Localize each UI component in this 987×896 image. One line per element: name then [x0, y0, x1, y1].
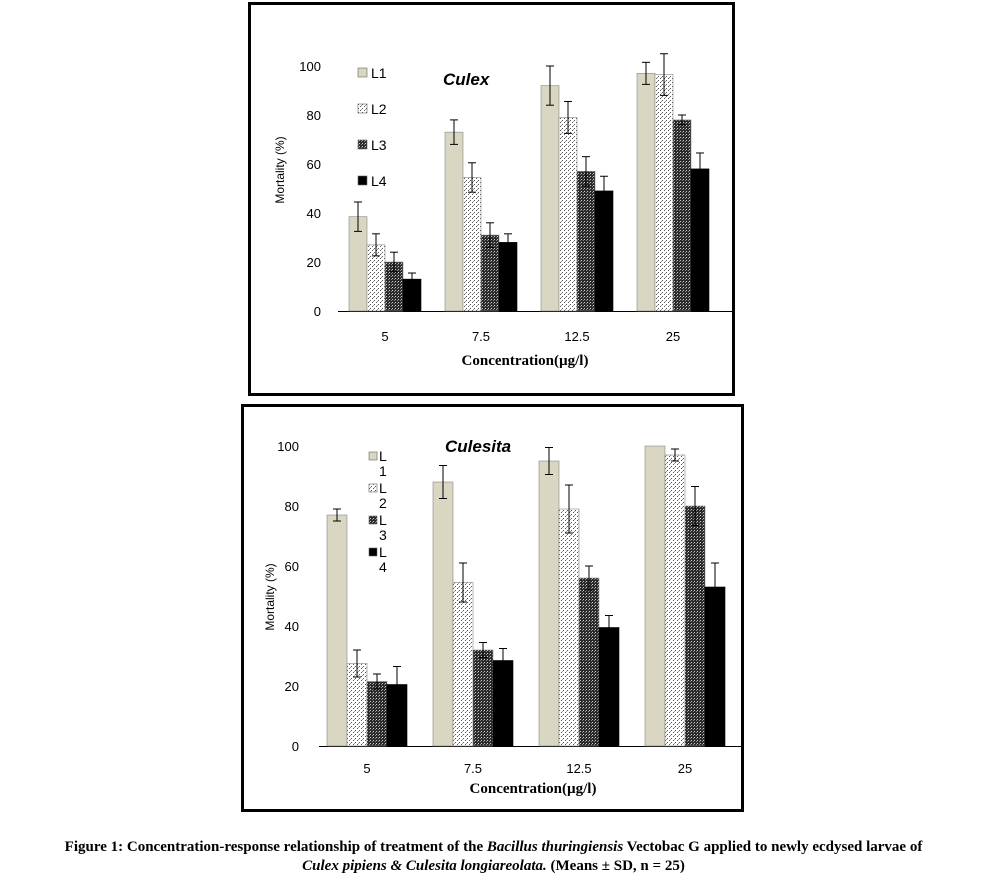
bar-l3 [672, 119, 692, 312]
legend-label: L3 [371, 137, 387, 153]
y-axis-label: Mortality (%) [263, 563, 277, 630]
bar-l1 [540, 85, 560, 312]
bar-l3 [472, 649, 494, 747]
bar-l1 [326, 514, 348, 747]
caption-text: Figure 1: Concentration-response relatio… [64, 839, 487, 855]
legend-label: 2 [379, 495, 387, 511]
bar-l1 [636, 73, 656, 312]
chart-frame [248, 2, 735, 396]
y-tick-label: 40 [285, 619, 299, 634]
caption-species: Culex pipiens & Culesita longiareolata. [302, 858, 547, 874]
y-axis-label: Mortality (%) [273, 136, 287, 203]
y-tick-label: 60 [307, 157, 321, 172]
x-tick-label: 25 [678, 761, 692, 776]
legend-swatch-l3 [368, 515, 378, 525]
bar-l3 [576, 171, 596, 312]
y-tick-label: 100 [299, 59, 321, 74]
chart-panel-culex: 0 20 40 60 80 100 5 7.5 12.5 25 Culex Concentration… [248, 2, 735, 396]
legend-label: L [379, 544, 387, 560]
bar-l4 [690, 168, 710, 312]
bar-l2 [462, 177, 482, 312]
y-tick-label: 0 [314, 304, 321, 319]
legend-label: 1 [379, 463, 387, 479]
bar-l1 [644, 445, 666, 747]
y-tick-label: 20 [307, 255, 321, 270]
x-tick-label: 25 [666, 329, 680, 344]
legend-swatch-l3 [357, 139, 368, 150]
legend-label: L [379, 512, 387, 528]
bar-l3 [684, 505, 706, 747]
bar-l2 [558, 508, 580, 747]
bar-l3 [366, 681, 388, 747]
bar-l4 [492, 660, 514, 747]
bar-l1 [444, 131, 464, 312]
bar-l1 [432, 481, 454, 747]
x-axis-label: Concentration(µg/l) [470, 781, 597, 797]
legend-label: 3 [379, 527, 387, 543]
caption-species: Bacillus thuringiensis [486, 839, 624, 855]
y-tick-label: 80 [307, 108, 321, 123]
chart-culesita: 0 20 40 60 80 100 5 7.5 12.5 25 Culesita Concentrat… [241, 404, 744, 812]
y-tick-label: 40 [307, 206, 321, 221]
chart-title: Culesita [445, 437, 511, 456]
legend-swatch-l2 [357, 103, 368, 114]
y-tick-label: 100 [277, 439, 299, 454]
legend-swatch-l4 [368, 547, 378, 557]
bar-l2 [654, 74, 674, 312]
x-tick-label: 5 [363, 761, 370, 776]
y-tick-label: 80 [285, 499, 299, 514]
bar-l4 [594, 190, 614, 312]
x-tick-label: 12.5 [566, 761, 591, 776]
y-tick-label: 20 [285, 679, 299, 694]
caption-line-2: Culex pipiens & Culesita longiareolata. … [0, 857, 987, 876]
bar-l3 [578, 577, 600, 747]
legend-label: 4 [379, 559, 387, 575]
legend-label: L [379, 480, 387, 496]
bar-l2 [452, 582, 474, 747]
caption-text: Vectobac G applied to newly ecdysed larv… [623, 839, 923, 855]
x-tick-label: 5 [381, 329, 388, 344]
x-tick-label: 12.5 [564, 329, 589, 344]
x-tick-label: 7.5 [472, 329, 490, 344]
bar-l4 [598, 627, 620, 747]
chart-title: Culex [443, 70, 491, 89]
y-tick-label: 0 [292, 739, 299, 754]
chart-frame [241, 404, 744, 812]
legend-label: L2 [371, 101, 387, 117]
legend-swatch-l1 [357, 67, 368, 78]
legend-label: L1 [371, 65, 387, 81]
figure-caption: Figure 1: Concentration-response relatio… [0, 838, 987, 876]
y-tick-label: 60 [285, 559, 299, 574]
caption-text: (Means ± SD, n = 25) [546, 858, 685, 874]
bar-l2 [558, 117, 578, 312]
legend-swatch-l1 [368, 451, 378, 461]
legend-label: L [379, 448, 387, 464]
legend-label: L4 [371, 173, 387, 189]
bar-l4 [498, 242, 518, 312]
chart-culex: 0 20 40 60 80 100 5 7.5 12.5 25 Culex Concentration… [248, 2, 735, 396]
bar-l2 [664, 454, 686, 747]
caption-line-1: Figure 1: Concentration-response relatio… [0, 838, 987, 857]
legend-swatch-l4 [357, 175, 368, 186]
x-tick-label: 7.5 [464, 761, 482, 776]
chart-panel-culesita: 0 20 40 60 80 100 5 7.5 12.5 25 Culesita Concentrat… [241, 404, 744, 812]
legend-swatch-l2 [368, 483, 378, 493]
bar-l1 [538, 460, 560, 747]
x-axis-label: Concentration(µg/l) [462, 353, 589, 369]
